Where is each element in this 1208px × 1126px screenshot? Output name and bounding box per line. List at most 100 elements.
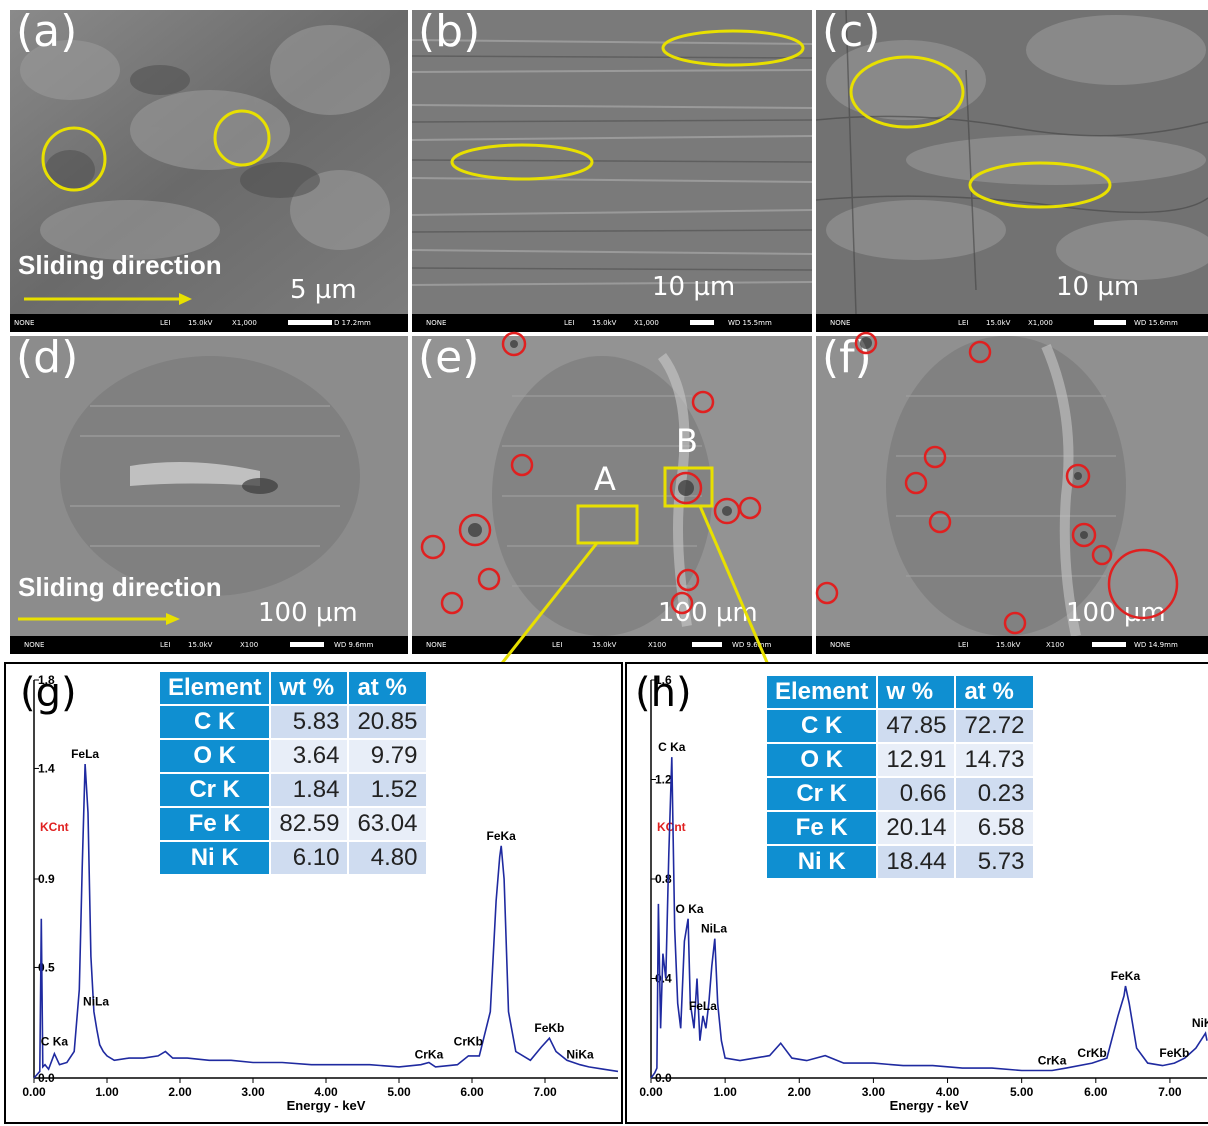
footer-working-distance: WD 9.6mm <box>732 641 772 649</box>
table-row: Ni K 6.10 4.80 <box>160 842 426 874</box>
peak-label: C Ka <box>658 740 686 754</box>
x-tick-label: 0.00 <box>639 1085 663 1099</box>
table-header: Element <box>767 676 877 708</box>
footer-voltage: 15.0kV <box>592 641 617 649</box>
sem-image-a <box>10 10 408 314</box>
sem-panel-d: (d) Sliding direction 100 µm NONE LEI 15… <box>10 336 408 654</box>
peak-label: FeLa <box>71 747 99 761</box>
element-cell: Fe K <box>160 808 270 840</box>
scale-bar <box>290 642 324 647</box>
footer-magnification: X1,000 <box>634 319 659 327</box>
at-cell: 72.72 <box>956 710 1033 742</box>
x-tick-label: 6.00 <box>1084 1085 1108 1099</box>
wt-cell: 1.84 <box>271 774 348 806</box>
table-header: at % <box>956 676 1033 708</box>
sliding-direction-arrow <box>24 293 192 305</box>
footer-signal: NONE <box>830 641 851 649</box>
sem-panel-a: (a) Sliding direction 5 µm NONE LEI 15.0… <box>10 10 408 332</box>
table-header: Element <box>160 672 270 704</box>
footer-detector: LEI <box>958 319 969 327</box>
scale-bar-label: 10 µm <box>1056 272 1140 302</box>
scale-bar-label: 5 µm <box>290 275 357 305</box>
peak-label: CrKa <box>1038 1054 1067 1068</box>
at-cell: 63.04 <box>349 808 426 840</box>
at-cell: 4.80 <box>349 842 426 874</box>
x-axis-label: Energy - keV <box>890 1098 969 1113</box>
panel-letter-d: (d) <box>16 336 79 383</box>
x-tick-label: 7.00 <box>533 1085 557 1099</box>
peak-label: CrKa <box>415 1048 444 1062</box>
footer-detector: LEI <box>958 641 969 649</box>
peak-label: FeKb <box>534 1021 564 1035</box>
sem-image-f <box>816 336 1208 636</box>
at-cell: 9.79 <box>349 740 426 772</box>
wt-cell: 47.85 <box>878 710 955 742</box>
table-header: w % <box>878 676 955 708</box>
x-tick-label: 3.00 <box>241 1085 265 1099</box>
panel-letter-g: (g) <box>20 670 77 716</box>
x-tick-label: 0.00 <box>22 1085 46 1099</box>
peak-label: CrKb <box>1077 1046 1106 1060</box>
footer-signal: NONE <box>14 319 35 327</box>
sliding-direction-label: Sliding direction <box>18 250 222 280</box>
footer-working-distance: WD 15.6mm <box>1134 319 1178 327</box>
footer-voltage: 15.0kV <box>188 319 213 327</box>
y-axis-label: KCnt <box>40 820 69 834</box>
sem-panel-b: (b) 10 µm NONE LEI 15.0kV X1,000 WD 15.5… <box>412 10 812 332</box>
footer-signal: NONE <box>24 641 45 649</box>
x-tick-label: 5.00 <box>1010 1085 1034 1099</box>
peak-label: NiKa <box>566 1048 594 1062</box>
footer-detector: LEI <box>552 641 563 649</box>
spectrum-line <box>33 763 619 1079</box>
composition-table-g: Element wt % at % C K 5.83 20.85 O K 3.64 9.… <box>158 670 428 876</box>
element-cell: Fe K <box>767 812 877 844</box>
panel-letter-c: (c) <box>822 10 881 57</box>
panel-letter-h: (h) <box>635 670 692 716</box>
y-tick-label: 1.6 <box>655 673 672 687</box>
footer-magnification: X100 <box>1046 641 1065 649</box>
element-cell: C K <box>160 706 270 738</box>
at-cell: 14.73 <box>956 744 1033 776</box>
region-a-label: A <box>594 460 616 498</box>
x-tick-label: 6.00 <box>460 1085 484 1099</box>
spectrum-line <box>650 757 1208 1079</box>
sem-panel-c: (c) 10 µm NONE LEI 15.0kV X1,000 WD 15.6… <box>816 10 1208 332</box>
peak-label: O Ka <box>676 902 704 916</box>
sem-image-d <box>10 336 408 636</box>
x-tick-label: 7.00 <box>1158 1085 1182 1099</box>
footer-detector: LEI <box>160 319 171 327</box>
footer-magnification: X1,000 <box>232 319 257 327</box>
footer-magnification: X1,000 <box>1028 319 1053 327</box>
eds-spectrum-g: 0.00 1.00 2.00 3.00 4.00 5.00 6.00 7.00 0.0 0.5 0.… <box>4 662 623 1124</box>
composition-table-h: Element w % at % C K 47.85 72.72 O K 12.91 1… <box>765 674 1035 880</box>
wt-cell: 3.64 <box>271 740 348 772</box>
scale-bar-label: 100 µm <box>658 598 758 628</box>
y-tick-label: 0.0 <box>655 1071 672 1085</box>
x-tick-label: 1.00 <box>713 1085 737 1099</box>
x-tick-label: 2.00 <box>168 1085 192 1099</box>
peak-label: NiLa <box>83 995 109 1009</box>
peak-label: C Ka <box>41 1034 69 1048</box>
x-tick-label: 1.00 <box>95 1085 119 1099</box>
table-row: Fe K 20.14 6.58 <box>767 812 1033 844</box>
wt-cell: 20.14 <box>878 812 955 844</box>
x-axis-label: Energy - keV <box>287 1098 366 1113</box>
footer-signal: NONE <box>830 319 851 327</box>
footer-voltage: 15.0kV <box>986 319 1011 327</box>
footer-working-distance: WD 9.6mm <box>334 641 374 649</box>
sliding-direction-label: Sliding direction <box>18 572 222 602</box>
y-tick-label: 0.0 <box>38 1071 55 1085</box>
element-cell: Ni K <box>767 846 877 878</box>
y-tick-label: 0.9 <box>38 872 55 886</box>
y-tick-label: 1.4 <box>38 761 55 775</box>
x-tick-label: 4.00 <box>936 1085 960 1099</box>
x-tick-label: 5.00 <box>387 1085 411 1099</box>
table-row: Cr K 1.84 1.52 <box>160 774 426 806</box>
footer-magnification: X100 <box>240 641 259 649</box>
footer-working-distance: WD 15.5mm <box>728 319 772 327</box>
y-tick-label: 1.2 <box>655 773 672 787</box>
scale-bar-label: 100 µm <box>258 598 358 628</box>
sem-footer: NONE LEI 15.0kV X100 WD 9.6mm <box>10 636 408 654</box>
scale-bar <box>690 320 714 325</box>
panel-letter-a: (a) <box>16 10 78 57</box>
